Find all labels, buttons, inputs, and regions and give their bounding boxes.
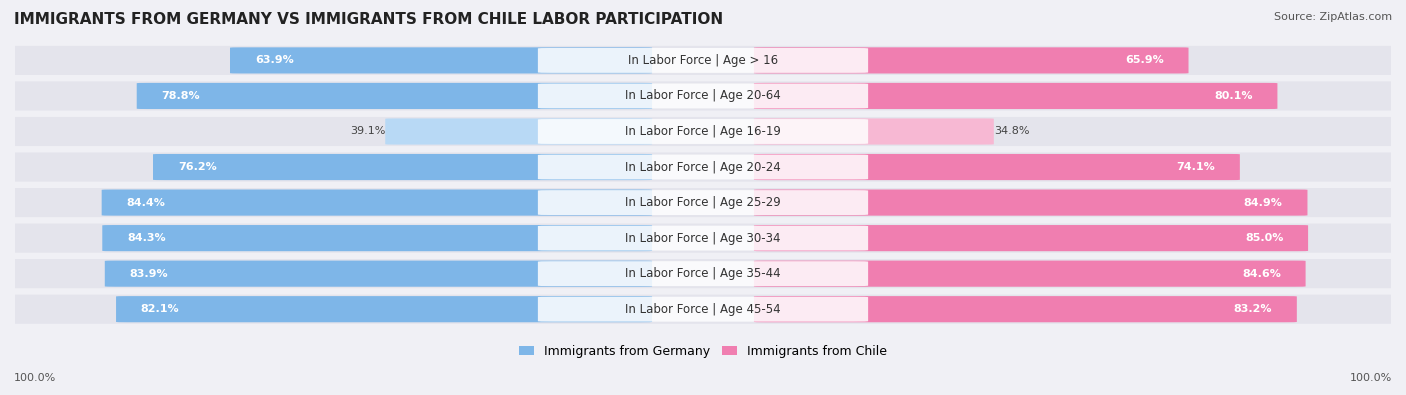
Text: 84.3%: 84.3% — [127, 233, 166, 243]
FancyBboxPatch shape — [136, 83, 652, 109]
FancyBboxPatch shape — [1, 188, 1405, 217]
Text: In Labor Force | Age 20-64: In Labor Force | Age 20-64 — [626, 89, 780, 102]
Text: In Labor Force | Age 45-54: In Labor Force | Age 45-54 — [626, 303, 780, 316]
FancyBboxPatch shape — [105, 261, 652, 287]
Text: 63.9%: 63.9% — [254, 55, 294, 66]
Text: Source: ZipAtlas.com: Source: ZipAtlas.com — [1274, 12, 1392, 22]
FancyBboxPatch shape — [385, 118, 652, 145]
FancyBboxPatch shape — [538, 261, 868, 286]
FancyBboxPatch shape — [1, 81, 1405, 111]
FancyBboxPatch shape — [754, 261, 1306, 287]
FancyBboxPatch shape — [538, 297, 868, 322]
FancyBboxPatch shape — [1, 152, 1405, 182]
FancyBboxPatch shape — [1, 295, 1405, 324]
Text: 80.1%: 80.1% — [1215, 91, 1253, 101]
Text: 85.0%: 85.0% — [1244, 233, 1284, 243]
Text: 84.9%: 84.9% — [1244, 198, 1282, 208]
Text: 74.1%: 74.1% — [1177, 162, 1215, 172]
FancyBboxPatch shape — [754, 190, 1308, 216]
Text: In Labor Force | Age 16-19: In Labor Force | Age 16-19 — [626, 125, 780, 138]
FancyBboxPatch shape — [538, 119, 868, 144]
FancyBboxPatch shape — [1, 46, 1405, 75]
Text: 83.9%: 83.9% — [129, 269, 169, 278]
Text: In Labor Force | Age 25-29: In Labor Force | Age 25-29 — [626, 196, 780, 209]
Text: 84.6%: 84.6% — [1241, 269, 1281, 278]
Text: In Labor Force | Age 30-34: In Labor Force | Age 30-34 — [626, 231, 780, 245]
Legend: Immigrants from Germany, Immigrants from Chile: Immigrants from Germany, Immigrants from… — [519, 345, 887, 357]
Text: IMMIGRANTS FROM GERMANY VS IMMIGRANTS FROM CHILE LABOR PARTICIPATION: IMMIGRANTS FROM GERMANY VS IMMIGRANTS FR… — [14, 12, 723, 27]
FancyBboxPatch shape — [1, 259, 1405, 288]
Text: 76.2%: 76.2% — [177, 162, 217, 172]
FancyBboxPatch shape — [538, 190, 868, 215]
FancyBboxPatch shape — [754, 47, 1188, 73]
FancyBboxPatch shape — [117, 296, 652, 322]
FancyBboxPatch shape — [1, 117, 1405, 146]
FancyBboxPatch shape — [754, 83, 1278, 109]
FancyBboxPatch shape — [103, 225, 652, 251]
Text: 39.1%: 39.1% — [350, 126, 385, 137]
Text: In Labor Force | Age 35-44: In Labor Force | Age 35-44 — [626, 267, 780, 280]
FancyBboxPatch shape — [754, 225, 1308, 251]
Text: 100.0%: 100.0% — [14, 373, 56, 383]
Text: 100.0%: 100.0% — [1350, 373, 1392, 383]
FancyBboxPatch shape — [754, 118, 994, 145]
Text: In Labor Force | Age 20-24: In Labor Force | Age 20-24 — [626, 160, 780, 173]
FancyBboxPatch shape — [101, 190, 652, 216]
FancyBboxPatch shape — [538, 48, 868, 73]
Text: 83.2%: 83.2% — [1233, 304, 1272, 314]
FancyBboxPatch shape — [153, 154, 652, 180]
FancyBboxPatch shape — [754, 154, 1240, 180]
Text: 34.8%: 34.8% — [994, 126, 1029, 137]
FancyBboxPatch shape — [1, 224, 1405, 253]
FancyBboxPatch shape — [754, 296, 1296, 322]
FancyBboxPatch shape — [538, 83, 868, 108]
Text: 82.1%: 82.1% — [141, 304, 180, 314]
FancyBboxPatch shape — [538, 154, 868, 179]
FancyBboxPatch shape — [231, 47, 652, 73]
Text: In Labor Force | Age > 16: In Labor Force | Age > 16 — [628, 54, 778, 67]
Text: 84.4%: 84.4% — [127, 198, 166, 208]
Text: 65.9%: 65.9% — [1125, 55, 1164, 66]
Text: 78.8%: 78.8% — [162, 91, 200, 101]
FancyBboxPatch shape — [538, 226, 868, 250]
